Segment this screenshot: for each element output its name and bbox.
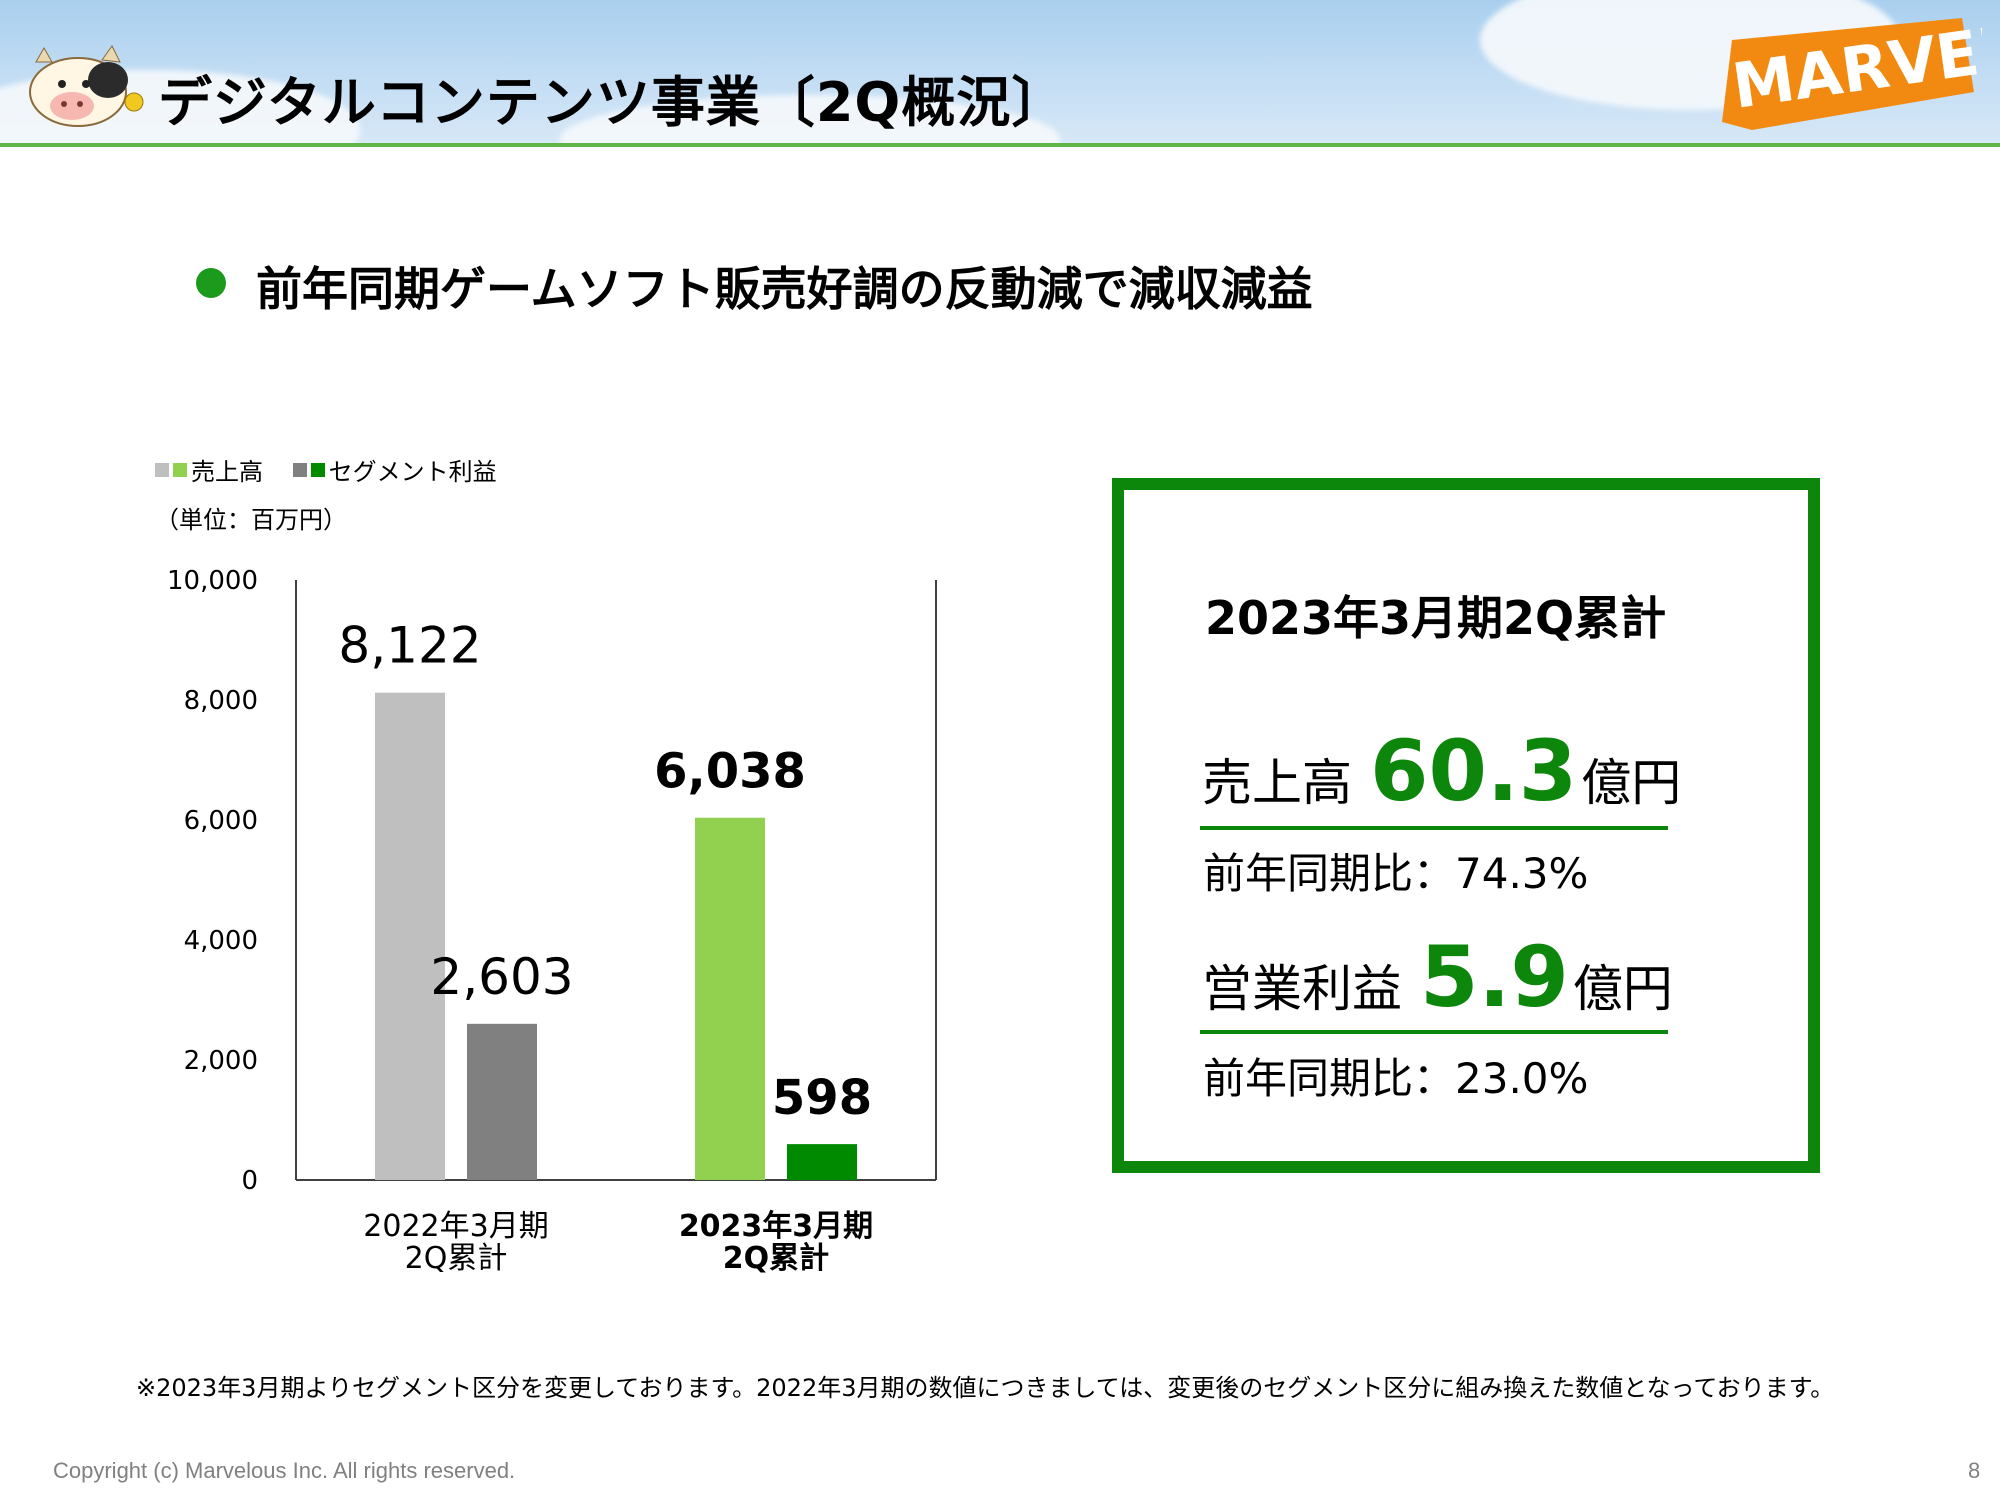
- summary-title: 2023年3月期2Q累計: [1205, 591, 1667, 645]
- marvelous-logo: MARVELOUS!: [1722, 12, 1982, 130]
- unit-label: （単位：百万円）: [155, 506, 347, 534]
- bar-sales: [695, 817, 765, 1180]
- profit-label: 営業利益: [1202, 960, 1402, 1018]
- profit-underline: [1200, 1030, 1668, 1034]
- sales-unit: 億円: [1581, 754, 1682, 812]
- legend-label-profit: セグメント利益: [328, 458, 497, 486]
- bar-sales: [375, 692, 445, 1180]
- profit-unit: 億円: [1572, 960, 1673, 1018]
- bar-profit: [787, 1144, 857, 1180]
- sales-metric: 売上高 60.3億円: [1202, 722, 1681, 820]
- page-number: 8: [1968, 1458, 1981, 1483]
- data-label: 2,603: [430, 948, 573, 1006]
- legend-label-sales: 売上高: [191, 458, 263, 486]
- legend-swatch-sales-curr: [173, 462, 187, 477]
- sales-underline: [1200, 826, 1668, 830]
- legend-swatch-sales-prev: [155, 462, 169, 477]
- header-banner: [0, 0, 2000, 143]
- page-title: デジタルコンテンツ事業〔2Q概況〕: [158, 71, 1067, 134]
- y-tick-label: 0: [241, 1166, 258, 1196]
- x-category-label: 2022年3月期: [363, 1209, 548, 1244]
- y-tick-label: 10,000: [167, 566, 258, 596]
- profit-value: 5.9: [1420, 928, 1569, 1026]
- data-label: 6,038: [654, 744, 806, 800]
- sales-label: 売上高: [1202, 754, 1352, 812]
- sales-value: 60.3: [1370, 722, 1578, 820]
- y-tick-label: 8,000: [184, 686, 258, 716]
- legend-swatch-profit-prev: [292, 462, 307, 477]
- bullet-point-icon: [196, 268, 226, 298]
- data-label: 598: [772, 1070, 872, 1126]
- y-tick-label: 2,000: [184, 1046, 258, 1076]
- summary-box: [1112, 478, 1820, 1173]
- profit-yoy: 前年同期比：23.0%: [1203, 1054, 1589, 1103]
- cow-mascot-icon: [29, 45, 144, 127]
- chart-legend: 売上高 セグメント利益: [155, 452, 519, 487]
- y-tick-label: 4,000: [184, 926, 258, 956]
- sales-yoy: 前年同期比：74.3%: [1203, 849, 1589, 898]
- x-category-label: 2Q累計: [405, 1241, 508, 1276]
- x-category-label: 2023年3月期: [679, 1209, 873, 1244]
- profit-metric: 営業利益 5.9億円: [1202, 928, 1673, 1026]
- header-divider: [0, 143, 2000, 147]
- copyright: Copyright (c) Marvelous Inc. All rights …: [53, 1458, 516, 1483]
- y-tick-label: 6,000: [184, 806, 258, 836]
- data-label: 8,122: [338, 617, 481, 675]
- headline: 前年同期ゲームソフト販売好調の反動減で減収減益: [256, 262, 1313, 316]
- bar-profit: [467, 1023, 537, 1180]
- x-category-label: 2Q累計: [723, 1241, 829, 1276]
- legend-swatch-profit-curr: [310, 462, 325, 477]
- footnote: ※2023年3月期よりセグメント区分を変更しております。2022年3月期の数値に…: [136, 1374, 1835, 1402]
